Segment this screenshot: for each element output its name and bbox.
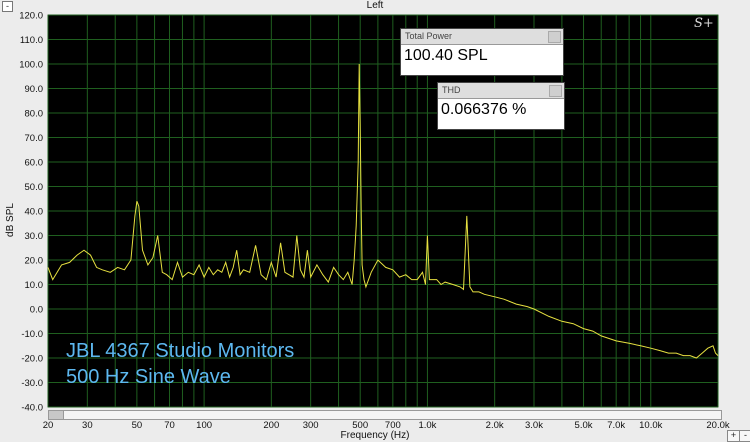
caption-line-1: JBL 4367 Studio Monitors (66, 340, 295, 362)
thd-meter[interactable]: THD 0.066376 % (437, 82, 565, 130)
thd-menu-button[interactable] (549, 85, 562, 97)
zoom-out-button[interactable]: - (739, 430, 750, 442)
y-tick-label: 50.0 (25, 182, 44, 193)
y-tick-label: 120.0 (19, 11, 43, 22)
y-tick-label: -40.0 (21, 403, 43, 414)
y-tick-label: 20.0 (25, 256, 44, 267)
x-tick-label: 5.0k (575, 420, 593, 431)
app-logo: S+ (694, 16, 714, 31)
y-tick-label: -10.0 (21, 329, 43, 340)
total-power-menu-button[interactable] (548, 31, 561, 43)
x-axis-label: Frequency (Hz) (341, 430, 410, 441)
thd-value: 0.066376 % (441, 101, 527, 118)
caption-overlay: JBL 4367 Studio Monitors 500 Hz Sine Wav… (66, 338, 294, 390)
y-tick-label: 10.0 (25, 280, 44, 291)
y-tick-label: -20.0 (21, 354, 43, 365)
total-power-meter[interactable]: Total Power 100.40 SPL (400, 28, 564, 76)
y-tick-label: 100.0 (19, 60, 43, 71)
total-power-value: 100.40 SPL (404, 47, 488, 64)
window-title: Left (366, 0, 384, 11)
total-power-header: Total Power (401, 29, 563, 45)
caption-line-2: 500 Hz Sine Wave (66, 366, 231, 388)
thd-label: THD (442, 85, 461, 95)
y-tick-label: 30.0 (25, 231, 44, 242)
scrollbar-thumb[interactable] (49, 411, 64, 419)
x-tick-label: 700 (385, 420, 401, 431)
y-tick-label: 110.0 (20, 35, 43, 46)
y-tick-label: 80.0 (25, 109, 44, 120)
x-axis-ticks: 20 30 50 70 100 200 300 500 700 1.0k 2.0k 3.0k 5.0k 7… (43, 420, 730, 431)
y-axis-ticks: 120.0 110.0 100.0 90.0 80.0 70.0 60.0 50.0 40.0 3… (19, 11, 43, 414)
grid (47, 14, 719, 408)
x-tick-label: 7.0k (607, 420, 625, 431)
x-tick-label: 70 (164, 420, 175, 431)
x-tick-label: 1.0k (418, 420, 436, 431)
x-tick-label: 50 (132, 420, 143, 431)
thd-header: THD (438, 83, 564, 99)
x-tick-label: 10.0k (639, 420, 662, 431)
x-tick-label: 20 (43, 420, 54, 431)
x-tick-label: 100 (196, 420, 212, 431)
x-tick-label: 200 (263, 420, 279, 431)
x-tick-label: 30 (82, 420, 93, 431)
y-tick-label: 40.0 (25, 207, 44, 218)
horizontal-scrollbar[interactable] (48, 410, 722, 420)
x-tick-label: 2.0k (486, 420, 504, 431)
y-tick-label: 90.0 (25, 84, 44, 95)
y-tick-label: 0.0 (30, 305, 43, 316)
x-tick-label: 500 (352, 420, 368, 431)
total-power-label: Total Power (405, 31, 453, 41)
x-tick-label: 3.0k (525, 420, 543, 431)
y-tick-label: 60.0 (25, 158, 44, 169)
y-tick-label: -30.0 (21, 378, 43, 389)
collapse-button[interactable]: - (2, 1, 13, 12)
y-axis-label: dB SPL (5, 203, 16, 237)
x-tick-label: 300 (303, 420, 319, 431)
y-tick-label: 70.0 (25, 133, 44, 144)
x-tick-label: 20.0k (706, 420, 729, 431)
spectrum-trace (47, 63, 719, 359)
